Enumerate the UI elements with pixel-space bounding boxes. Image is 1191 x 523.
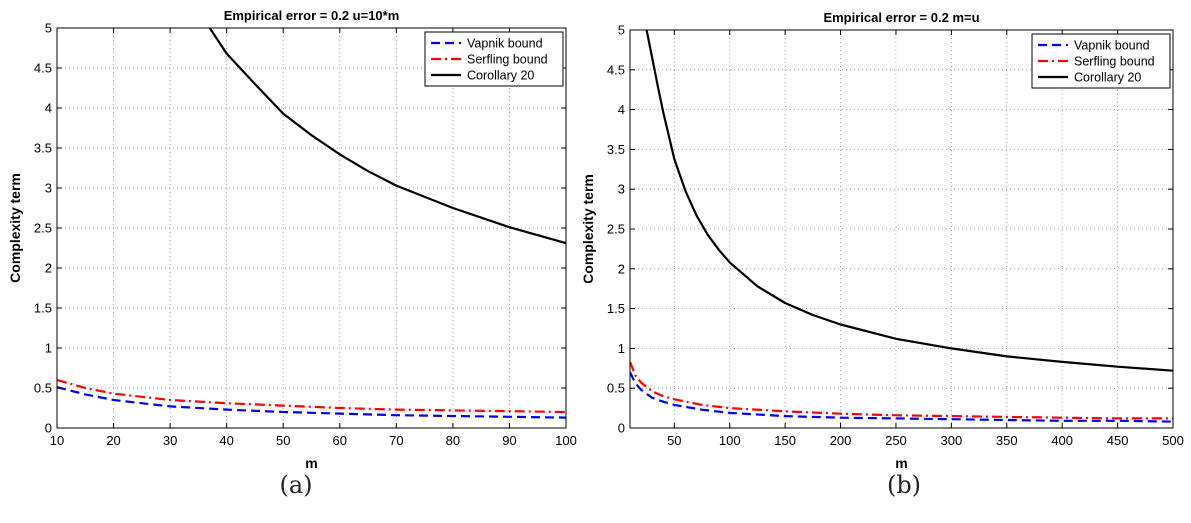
series-line-serfling-bound	[630, 361, 1173, 420]
chart-title: Empirical error = 0.2 u=10*m	[224, 8, 400, 23]
legend-label-corollary-20: Corollary 20	[1074, 71, 1141, 85]
series-line-vapnik-bound	[57, 386, 566, 419]
series-line-corollary-20	[208, 28, 566, 245]
y-tick-label: 0	[618, 421, 625, 436]
x-tick-label: 100	[719, 433, 741, 448]
y-tick-label: 2	[618, 261, 625, 276]
x-tick-label: 400	[1051, 433, 1073, 448]
y-tick-label: 4	[45, 101, 52, 116]
plot-area	[630, 30, 1173, 428]
y-tick-label: 3	[45, 181, 52, 196]
y-tick-label: 2.5	[607, 222, 625, 237]
x-tick-label: 500	[1162, 433, 1184, 448]
x-tick-label: 10	[50, 433, 64, 448]
y-tick-label: 0.5	[34, 381, 52, 396]
y-tick-label: 5	[45, 21, 52, 36]
legend-box	[1031, 33, 1171, 89]
legend-label-corollary-20: Corollary 20	[467, 69, 534, 83]
x-axis-label: m	[305, 455, 317, 471]
y-tick-label: 1	[45, 341, 52, 356]
y-tick-label: 0.5	[607, 381, 625, 396]
y-tick-label: 1.5	[34, 301, 52, 316]
legend: Vapnik bound Serfling bound Corollary 20	[1031, 33, 1171, 89]
panel-caption: (b)	[887, 471, 921, 499]
x-tick-label: 250	[885, 433, 907, 448]
x-tick-label: 50	[667, 433, 681, 448]
x-tick-label: 20	[106, 433, 120, 448]
y-tick-label: 4.5	[34, 61, 52, 76]
x-tick-label: 60	[333, 433, 347, 448]
x-tick-label: 70	[389, 433, 403, 448]
x-tick-label: 200	[830, 433, 852, 448]
legend-label-vapnik-bound: Vapnik bound	[467, 37, 543, 51]
y-tick-label: 3.5	[607, 142, 625, 157]
series-line-corollary-20	[645, 30, 1173, 372]
y-axis-label: Complexity term	[7, 173, 23, 283]
y-tick-label: 0	[45, 421, 52, 436]
legend-label-serfling-bound: Serfling bound	[467, 53, 548, 67]
x-tick-label: 80	[446, 433, 460, 448]
x-tick-label: 30	[163, 433, 177, 448]
series-line-vapnik-bound	[630, 371, 1173, 423]
y-tick-label: 4.5	[607, 62, 625, 77]
panel-caption: (a)	[279, 471, 312, 499]
y-tick-label: 5	[618, 23, 625, 38]
series-line-serfling-bound	[57, 378, 566, 414]
x-tick-label: 50	[276, 433, 290, 448]
x-tick-label: 350	[996, 433, 1018, 448]
y-tick-label: 2.5	[34, 221, 52, 236]
x-tick-label: 150	[774, 433, 796, 448]
x-axis-label: m	[895, 455, 907, 471]
legend-box	[424, 31, 564, 87]
x-tick-label: 40	[219, 433, 233, 448]
x-tick-label: 100	[555, 433, 577, 448]
y-tick-label: 1.5	[607, 301, 625, 316]
y-tick-label: 4	[618, 102, 625, 117]
chart-panel-b: 50 100 150 200 250 300 350 400 450 500 0 0.5 1 1.5 2 2.…	[580, 10, 1184, 499]
y-tick-label: 3.5	[34, 141, 52, 156]
y-tick-label: 2	[45, 261, 52, 276]
chart-panel-a: 10 20 30 40 50 60 70 80 90 100 0 0.5 1 1.5 2 2.5 3 3.5 4 4.…	[7, 8, 577, 499]
chart-title: Empirical error = 0.2 m=u	[823, 10, 979, 25]
y-axis-label: Complexity term	[580, 174, 596, 284]
x-tick-label: 300	[941, 433, 963, 448]
legend: Vapnik bound Serfling bound Corollary 20	[424, 31, 564, 87]
y-tick-label: 3	[618, 182, 625, 197]
legend-label-vapnik-bound: Vapnik bound	[1074, 39, 1150, 53]
legend-label-serfling-bound: Serfling bound	[1074, 55, 1155, 69]
x-tick-label: 90	[502, 433, 516, 448]
y-tick-label: 1	[618, 341, 625, 356]
x-tick-label: 450	[1107, 433, 1129, 448]
